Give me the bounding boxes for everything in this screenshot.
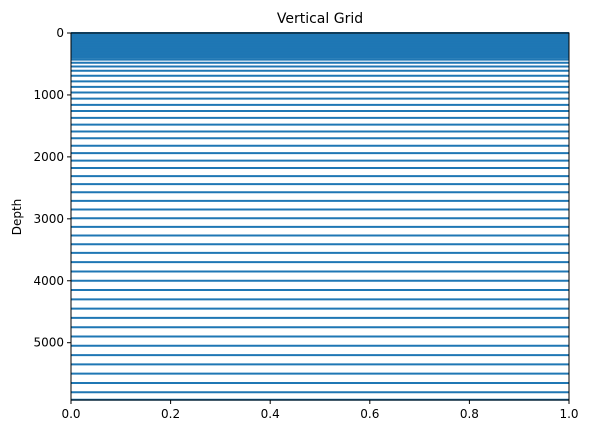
chart-title: Vertical Grid bbox=[277, 11, 363, 27]
y-tick-label: 4000 bbox=[33, 274, 64, 288]
x-tick-label: 1.0 bbox=[559, 407, 578, 421]
y-axis-ticks: 0 1000 2000 3000 4000 5000 bbox=[33, 26, 71, 350]
plot-frame bbox=[70, 32, 570, 401]
y-tick-label: 5000 bbox=[33, 336, 64, 350]
depth-lines bbox=[71, 32, 569, 401]
x-tick-label: 0.6 bbox=[360, 407, 379, 421]
x-tick-label: 0.2 bbox=[161, 407, 180, 421]
y-axis-title: Depth bbox=[10, 199, 24, 236]
y-tick-label: 2000 bbox=[33, 150, 64, 164]
x-tick-label: 0.4 bbox=[261, 407, 280, 421]
y-tick-label: 0 bbox=[56, 26, 64, 40]
x-axis-ticks: 0.0 0.2 0.4 0.6 0.8 1.0 bbox=[61, 400, 579, 421]
x-tick-label: 0.0 bbox=[61, 407, 80, 421]
y-tick-label: 1000 bbox=[33, 88, 64, 102]
x-tick-label: 0.8 bbox=[460, 407, 479, 421]
y-tick-label: 3000 bbox=[33, 212, 64, 226]
